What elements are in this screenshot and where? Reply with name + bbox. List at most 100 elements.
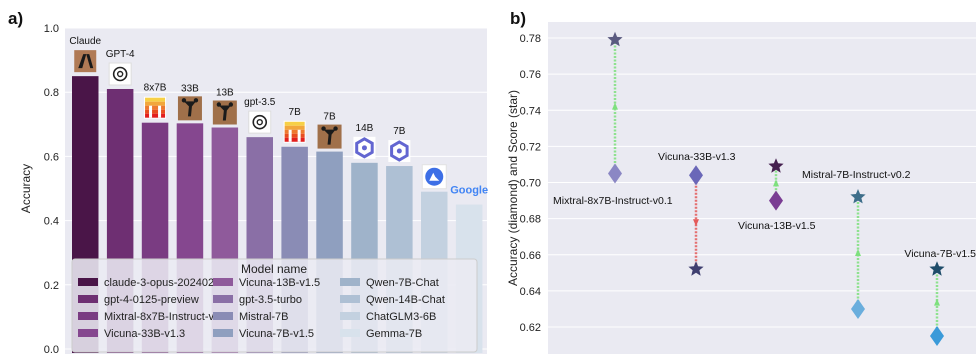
- accuracy-diamond: [608, 163, 622, 184]
- qwen-logo-icon: [353, 136, 376, 159]
- legend-swatch: [213, 329, 233, 337]
- y-tick-label-a: 0.4: [44, 216, 59, 228]
- legend-entry: Vicuna-7B-v1.5: [239, 328, 314, 340]
- icon-mark: [218, 105, 231, 121]
- model-label: Mistral-7B-Instruct-v0.2: [802, 169, 911, 181]
- model-label: Vicuna-13B-v1.5: [738, 220, 816, 232]
- bar-label: GPT-4: [106, 49, 135, 60]
- accuracy-diamond: [769, 190, 783, 211]
- y-tick-label-b: 0.72: [520, 141, 541, 153]
- icon-ear: [321, 126, 326, 131]
- icon-stripe: [145, 109, 166, 114]
- mistral-logo-icon: [144, 96, 167, 119]
- openai-logo-icon: [248, 110, 272, 134]
- model-label: Vicuna-7B-v1.5: [904, 248, 976, 260]
- chatglm-logo-icon: [421, 164, 447, 190]
- y-tick-label-b: 0.68: [520, 214, 541, 226]
- legend-entry: Qwen-7B-Chat: [366, 277, 439, 289]
- score-star: [688, 261, 704, 276]
- icon-core: [256, 118, 263, 126]
- legend-swatch: [78, 312, 98, 320]
- icon-mark: [429, 172, 440, 181]
- legend-swatch: [340, 329, 360, 337]
- qwen-logo-icon: [388, 140, 411, 163]
- icon-stripe: [145, 101, 166, 106]
- legend-box: [71, 258, 478, 353]
- bar-label: 14B: [356, 123, 374, 134]
- icon-stripe: [284, 121, 305, 126]
- icon-bg: [108, 62, 132, 86]
- y-axis-label-a: Accuracy: [19, 164, 33, 213]
- y-tick-label-b: 0.64: [520, 286, 541, 298]
- vicuna-logo-icon: [212, 100, 237, 125]
- arrow-head: [612, 102, 618, 110]
- legend-title: Model name: [241, 262, 307, 276]
- arrow-head: [693, 219, 699, 227]
- bar-label: 7B: [289, 107, 302, 118]
- icon-stripe: [284, 125, 305, 130]
- icon-core: [116, 70, 124, 78]
- icon-ear: [193, 98, 199, 103]
- score-star: [929, 261, 945, 276]
- arrow-head: [855, 248, 861, 256]
- y-tick-label-a: 1.0: [44, 23, 59, 35]
- panel-label-b: b): [510, 9, 526, 28]
- legend-entry: gpt-4-0125-preview: [104, 294, 199, 306]
- panel-label-a: a): [8, 9, 23, 28]
- accuracy-diamond: [689, 165, 703, 186]
- bar-label: gpt-3.5: [244, 97, 276, 108]
- legend-swatch: [213, 312, 233, 320]
- icon-gap: [288, 129, 292, 142]
- icon-dot: [396, 148, 402, 154]
- icon-mark: [323, 129, 336, 145]
- accuracy-diamond: [930, 326, 944, 347]
- legend-swatch: [213, 295, 233, 303]
- icon-mark: [78, 54, 94, 69]
- score-star: [768, 158, 784, 173]
- vicuna-logo-icon: [317, 124, 342, 149]
- y-tick-label-b: 0.78: [520, 33, 541, 45]
- legend-entry: claude-3-opus-20240229: [104, 277, 226, 289]
- icon-ring: [112, 66, 128, 82]
- legend-entry: gpt-3.5-turbo: [239, 294, 302, 306]
- icon-bg: [74, 50, 97, 73]
- legend-swatch: [340, 295, 360, 303]
- legend-entry: Vicuna-33B-v1.3: [104, 328, 185, 340]
- anthropic-logo-icon: [74, 50, 97, 73]
- legend-entry: Qwen-14B-Chat: [366, 294, 445, 306]
- icon-ear: [216, 102, 222, 107]
- icon-ear: [181, 98, 187, 103]
- icon-gap: [297, 129, 301, 142]
- y-tick-label-b: 0.70: [520, 178, 541, 190]
- legend-swatch: [340, 312, 360, 320]
- panel-b: 0.62 0.64 0.66 0.68 0.70 0.72 0.74 0.76 0.78 Accu…: [506, 9, 976, 354]
- icon-ring: [252, 114, 268, 130]
- vicuna-logo-icon: [177, 96, 202, 121]
- icon-stripe: [145, 113, 166, 118]
- legend-a: Model name claude-3-opus-20240229 gpt-4-01…: [71, 258, 478, 353]
- legend-entry: Mistral-7B: [239, 311, 289, 323]
- icon-bg: [248, 110, 272, 134]
- plot-area-b: [548, 22, 976, 354]
- legend-swatch: [340, 278, 360, 286]
- y-tick-label-a: 0.6: [44, 151, 59, 163]
- legend-entry: Vicuna-13B-v1.5: [239, 277, 320, 289]
- model-label: Mixtral-8x7B-Instruct-v0.1: [553, 195, 673, 207]
- icon-hex: [355, 137, 374, 159]
- icon-stripe: [145, 105, 166, 110]
- y-tick-label-b: 0.76: [520, 69, 541, 81]
- icon-stripe: [284, 137, 305, 142]
- bar-label: 8x7B: [144, 83, 167, 94]
- y-tick-label-b: 0.62: [520, 322, 541, 334]
- points-b: [607, 31, 945, 347]
- y-tick-label-a: 0.8: [44, 87, 59, 99]
- icon-stripe: [284, 133, 305, 138]
- legend-swatch: [78, 278, 98, 286]
- legend-entry: Mixtral-8x7B-Instruct-v0.1: [104, 311, 229, 323]
- y-tick-label-b: 0.74: [520, 105, 541, 117]
- bar-label: 33B: [181, 83, 199, 94]
- icon-gap: [149, 105, 153, 118]
- accuracy-diamond: [851, 298, 865, 319]
